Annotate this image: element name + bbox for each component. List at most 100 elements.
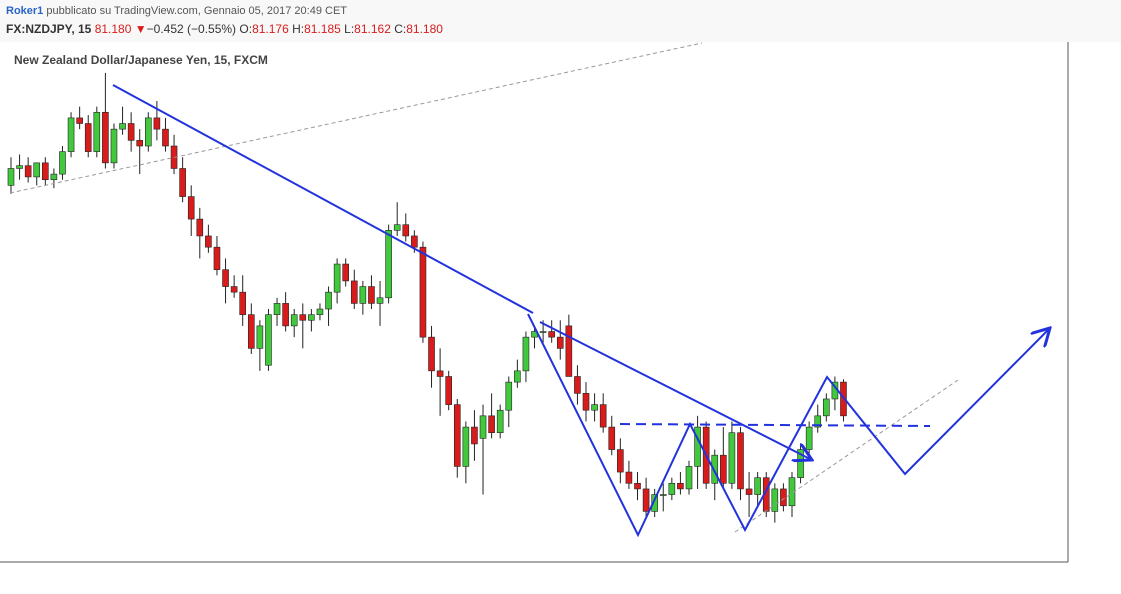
candle-body [668,482,676,495]
candle [110,123,118,169]
drawings [9,42,1050,538]
candle [359,280,367,315]
candle [797,443,804,484]
candle-body [634,482,641,490]
candle-body [599,404,607,428]
candle-body [342,263,350,282]
candle [265,309,272,371]
candle-body [119,123,126,130]
candle-body [582,393,590,411]
trend-line [734,379,959,533]
candle [16,154,23,180]
candle-body [239,291,247,315]
candle-body [273,303,281,315]
candle [393,202,401,236]
candle [711,449,719,501]
candle [728,421,736,489]
candle [668,477,676,501]
arrow: ▼ [135,22,147,36]
candle [33,162,41,186]
candle-body [745,488,753,495]
candle-body [42,162,49,181]
candle-body [16,165,23,169]
candle [50,168,58,189]
candle [59,146,66,180]
candle-body [308,314,315,321]
candle [153,101,161,141]
candle-body [179,168,186,197]
candle [814,404,822,433]
candle [376,280,384,326]
candle [496,404,504,439]
candle-body [496,409,504,434]
trend-line [9,42,703,194]
candle [522,331,530,383]
candle-body [659,494,667,496]
candle-body [625,471,633,484]
candle-body [153,117,161,130]
candle [634,472,641,501]
candle-body [574,376,581,394]
candle-body [642,488,650,512]
candle-body [814,415,822,428]
candle [694,415,701,489]
candle [651,488,658,518]
candle [67,112,75,158]
candle [625,460,633,489]
candle-body [325,291,332,310]
trend-line [539,321,812,460]
candle-body [505,381,513,411]
candle [213,235,221,276]
candle [342,258,350,287]
candle [823,393,830,422]
candle-body [247,314,255,349]
candle [548,320,555,343]
candle-body [565,325,573,377]
candle [308,309,315,332]
candle-body [591,404,598,411]
trend-line [112,84,534,314]
quote-line: FX:NZDJPY, 15 81.180 ▼−0.452 (−0.55%) O:… [6,22,443,36]
candle [514,359,521,388]
candle-body [402,224,410,237]
open: 81.176 [252,22,289,36]
candle [685,460,693,495]
candle-body [290,314,298,327]
candle [453,398,461,478]
candle [196,207,204,259]
neckline [619,423,931,427]
candle-body [823,398,830,417]
candle-body [213,246,221,270]
subtitle: New Zealand Dollar/Japanese Yen, 15, FXC… [14,53,268,67]
h-label: H: [292,22,304,36]
l-label: L: [344,22,354,36]
candle [574,365,581,405]
candle [677,472,684,495]
candle-body [685,466,693,490]
candle-body [488,415,495,434]
candle-body [282,303,289,327]
candle [24,157,32,183]
candle [256,320,264,371]
candle-body [548,331,555,338]
candle [7,157,15,194]
candle [84,115,92,158]
candle-body [651,494,658,512]
candle-body [411,235,418,248]
candle [162,117,169,152]
candle-body [376,297,384,304]
candle-body [187,196,195,220]
candle-body [737,432,744,490]
candle [436,348,444,416]
candle [771,483,779,523]
change: −0.452 (−0.55%) [147,22,236,36]
candle [445,370,452,411]
symbol: FX:NZDJPY, 15 [6,22,92,36]
candle [127,112,135,152]
candle-body [67,117,75,152]
candle [737,427,744,501]
candle-body [385,230,392,299]
candle [179,157,186,203]
candle-body [754,477,761,495]
